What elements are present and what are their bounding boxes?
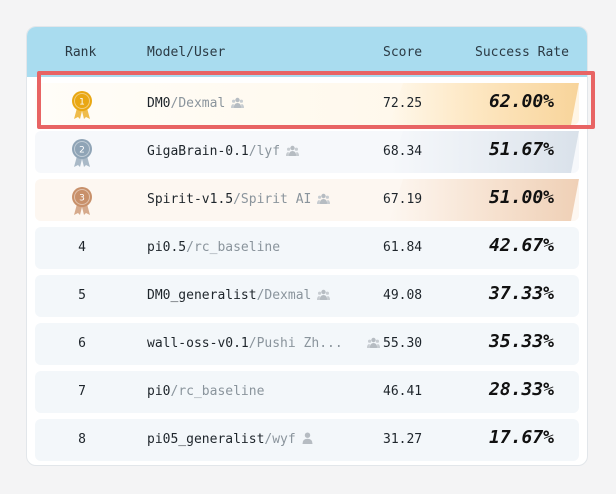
rank-number: 8 [78, 432, 86, 447]
rank-number: 6 [78, 336, 86, 351]
model-user-cell[interactable]: pi0/rc_baseline [147, 384, 264, 399]
success-rate-value: 17.67% [489, 427, 555, 448]
medal-rank-number: 1 [79, 98, 85, 108]
score-value: 61.84 [383, 240, 423, 255]
table-row[interactable]: 6 wall-oss-v0.1/Pushi Zh... 55.30 35.33% [35, 323, 579, 365]
table-row[interactable]: 7 pi0/rc_baseline 46.41 28.33% [35, 371, 579, 413]
model-name[interactable]: pi05_generalist [147, 432, 265, 447]
model-user-cell[interactable]: DM0_generalist/Dexmal [147, 288, 331, 304]
medal-rank-number: 2 [79, 146, 85, 156]
org-name[interactable]: Spirit AI [240, 192, 312, 207]
org-name[interactable]: lyf [256, 144, 281, 159]
score-value: 72.25 [383, 96, 423, 111]
org-separator: / [248, 144, 257, 159]
table-row[interactable]: 4 pi0.5/rc_baseline 61.84 42.67% [35, 227, 579, 269]
model-name[interactable]: pi0.5 [147, 240, 187, 255]
model-name[interactable]: wall-oss-v0.1 [147, 336, 249, 351]
table-header: Rank Model/User Score Success Rate [27, 27, 587, 77]
org-name[interactable]: rc_baseline [178, 384, 265, 399]
org-separator: / [170, 96, 179, 111]
header-success-rate[interactable]: Success Rate [475, 45, 569, 60]
model-name[interactable]: DM0_generalist [147, 288, 257, 303]
org-separator: / [256, 288, 265, 303]
medal-rank-number: 3 [79, 194, 85, 204]
success-rate-value: 37.33% [489, 283, 555, 304]
team-icon [317, 193, 331, 208]
team-icon [286, 145, 300, 160]
model-user-cell[interactable]: pi0.5/rc_baseline [147, 240, 280, 255]
org-name[interactable]: Dexmal [178, 96, 226, 111]
org-separator: / [233, 192, 241, 207]
table-row[interactable]: 5 DM0_generalist/Dexmal 49.08 37.33% [35, 275, 579, 317]
team-icon [366, 337, 380, 352]
model-user-cell[interactable]: pi05_generalist/wyf [147, 432, 313, 448]
model-name[interactable]: DM0 [147, 96, 171, 111]
org-separator: / [170, 384, 179, 399]
model-name[interactable]: pi0 [147, 384, 171, 399]
org-name[interactable]: Dexmal [264, 288, 312, 303]
bronze-medal-icon: 3 [69, 186, 95, 216]
rate-highlight-band [389, 179, 579, 221]
silver-medal-icon: 2 [69, 138, 95, 168]
model-name[interactable]: GigaBrain-0.1 [147, 144, 249, 159]
rank-number: 5 [78, 288, 86, 303]
success-rate-value: 28.33% [489, 379, 555, 400]
model-user-cell[interactable]: Spirit-v1.5/Spirit AI [147, 192, 331, 208]
score-value: 68.34 [383, 144, 423, 159]
score-value: 31.27 [383, 432, 423, 447]
model-user-cell[interactable]: DM0/Dexmal [147, 96, 245, 112]
success-rate-value: 62.00% [489, 91, 555, 112]
org-separator: / [264, 432, 273, 447]
org-name[interactable]: Pushi Zh... [256, 336, 343, 351]
team-icon [231, 97, 245, 112]
header-score[interactable]: Score [383, 45, 423, 60]
rank-number: 7 [78, 384, 86, 399]
org-name[interactable]: rc_baseline [193, 240, 281, 255]
table-row[interactable]: 8 pi05_generalist/wyf 31.27 17.67% [35, 419, 579, 461]
model-user-cell[interactable]: GigaBrain-0.1/lyf [147, 144, 300, 160]
success-rate-value: 51.67% [489, 139, 555, 160]
gold-medal-icon: 1 [69, 90, 95, 120]
user-icon [302, 432, 313, 448]
table-row[interactable]: 3 Spirit-v1.5/Spirit AI 67.19 51.00% [35, 179, 579, 221]
score-value: 49.08 [383, 288, 423, 303]
score-value: 55.30 [383, 336, 423, 351]
rank-number: 4 [78, 240, 86, 255]
org-separator: / [248, 336, 257, 351]
header-model-user[interactable]: Model/User [147, 45, 226, 60]
rate-highlight-band [389, 83, 579, 125]
success-rate-value: 42.67% [489, 235, 555, 256]
model-user-cell[interactable]: wall-oss-v0.1/Pushi Zh... [147, 336, 380, 352]
org-name[interactable]: wyf [272, 432, 296, 447]
org-separator: / [186, 240, 194, 255]
success-rate-value: 35.33% [489, 331, 555, 352]
success-rate-value: 51.00% [489, 187, 555, 208]
table-row[interactable]: 1 DM0/Dexmal 72.25 62.00% [35, 83, 579, 125]
leaderboard-card: Rank Model/User Score Success Rate 1 DM0/… [26, 26, 588, 466]
header-rank[interactable]: Rank [65, 45, 97, 60]
table-row[interactable]: 2 GigaBrain-0.1/lyf 68.34 51.67% [35, 131, 579, 173]
model-name[interactable]: Spirit-v1.5 [147, 192, 234, 207]
team-icon [317, 289, 331, 304]
score-value: 46.41 [383, 384, 423, 399]
score-value: 67.19 [383, 192, 423, 207]
rate-highlight-band [389, 131, 579, 173]
